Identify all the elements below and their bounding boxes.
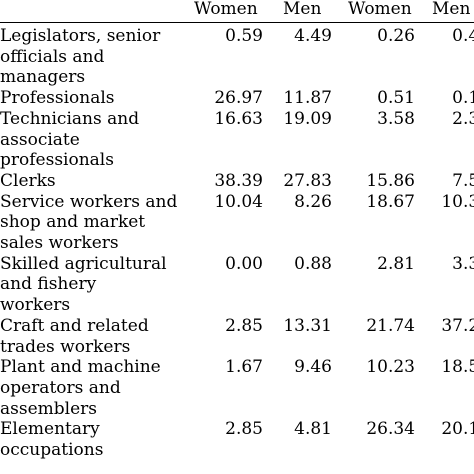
row-label-line: Elementary <box>0 419 100 440</box>
column-header-women-1: Women <box>194 0 258 19</box>
cell-value: 18.67 <box>366 191 415 212</box>
cell-value: 9.46 <box>294 357 332 378</box>
cell-value: 11.87 <box>283 88 332 109</box>
row-label: Elementary occupations <box>0 419 170 460</box>
row-label-line: workers <box>0 295 71 316</box>
row-label: Professionals <box>0 88 170 109</box>
cell-value: 21.74 <box>366 315 415 336</box>
table-row: Skilled agricultural and fishery workers 0.… <box>0 254 474 316</box>
row-label-line: and fishery <box>0 274 97 295</box>
row-label: Skilled agricultural and fishery workers <box>0 254 170 316</box>
cell-value: 2.85 <box>225 315 263 336</box>
table-row: Clerks 38.39 27.83 15.86 7.50 <box>0 171 474 192</box>
table-row: Professionals 26.97 11.87 0.51 0.10 <box>0 88 474 109</box>
row-label-line: Technicians and <box>0 108 140 129</box>
row-label-line: shop and market <box>0 212 146 233</box>
table-header: Women Men Women Men <box>0 0 474 23</box>
cell-value: 2.85 <box>225 419 263 440</box>
row-label-line: Clerks <box>0 170 56 191</box>
row-label: Service workers and shop and market sales … <box>0 191 178 254</box>
column-header-men-2: Men <box>432 0 471 19</box>
row-label-line: officials and <box>0 46 105 67</box>
row-label-line: managers <box>0 67 86 88</box>
table-row: Technicians and associate professionals 16.… <box>0 109 474 171</box>
cell-value: 26.97 <box>214 88 263 109</box>
table-row: Legislators, senior officials and managers… <box>0 26 474 88</box>
row-label-line: Professionals <box>0 88 115 109</box>
cell-value: 3.31 <box>452 253 474 274</box>
cell-value: 0.51 <box>377 88 415 109</box>
cell-value: 4.49 <box>294 26 332 46</box>
row-label-line: Plant and machine <box>0 357 161 378</box>
row-label: Legislators, senior officials and managers <box>0 26 170 88</box>
cell-value: 0.59 <box>225 26 263 46</box>
cell-value: 37.23 <box>441 315 474 336</box>
cell-value: 18.52 <box>441 357 474 378</box>
row-label-line: Craft and related <box>0 315 149 336</box>
cell-value: 20.18 <box>441 419 474 440</box>
table-row: Plant and machine operators and assemblers… <box>0 357 474 419</box>
row-label-line: occupations <box>0 440 104 460</box>
cell-value: 0.49 <box>452 26 474 46</box>
cell-value: 1.67 <box>225 357 263 378</box>
cell-value: 10.04 <box>214 191 263 212</box>
cell-value: 0.88 <box>294 253 332 274</box>
row-label-line: associate <box>0 129 80 150</box>
cell-value: 19.09 <box>283 108 332 129</box>
cell-value: 10.23 <box>366 357 415 378</box>
cell-value: 10.33 <box>441 191 474 212</box>
row-label: Technicians and associate professionals <box>0 109 170 171</box>
row-label-line: professionals <box>0 150 114 171</box>
cell-value: 0.10 <box>452 88 474 109</box>
cell-value: 7.50 <box>452 170 474 191</box>
cell-value: 3.58 <box>377 108 415 129</box>
row-label: Clerks <box>0 171 170 192</box>
table-row: Service workers and shop and market sales … <box>0 192 474 254</box>
row-label-line: Skilled agricultural <box>0 253 167 274</box>
cell-value: 2.81 <box>377 253 415 274</box>
cell-value: 13.31 <box>283 315 332 336</box>
table-row: Craft and related trades workers 2.85 13.31… <box>0 316 474 357</box>
row-label-line: trades workers <box>0 336 131 357</box>
row-label-line: operators and <box>0 377 121 398</box>
row-label-line: assemblers <box>0 398 97 419</box>
row-label-line: Service workers and <box>0 191 178 212</box>
cell-value: 38.39 <box>214 170 263 191</box>
row-label-line: Legislators, senior <box>0 26 161 46</box>
row-label: Plant and machine operators and assemblers <box>0 357 170 419</box>
row-label-line: sales workers <box>0 233 119 253</box>
cell-value: 26.34 <box>366 419 415 440</box>
row-label: Craft and related trades workers <box>0 316 170 357</box>
cell-value: 4.81 <box>294 419 332 440</box>
cell-value: 2.34 <box>452 108 474 129</box>
column-header-men-1: Men <box>283 0 322 19</box>
cell-value: 27.83 <box>283 170 332 191</box>
cell-value: 8.26 <box>294 191 332 212</box>
cell-value: 0.26 <box>377 26 415 46</box>
cell-value: 0.00 <box>225 253 263 274</box>
cell-value: 16.63 <box>214 108 263 129</box>
cell-value: 15.86 <box>366 170 415 191</box>
column-header-women-2: Women <box>348 0 412 19</box>
